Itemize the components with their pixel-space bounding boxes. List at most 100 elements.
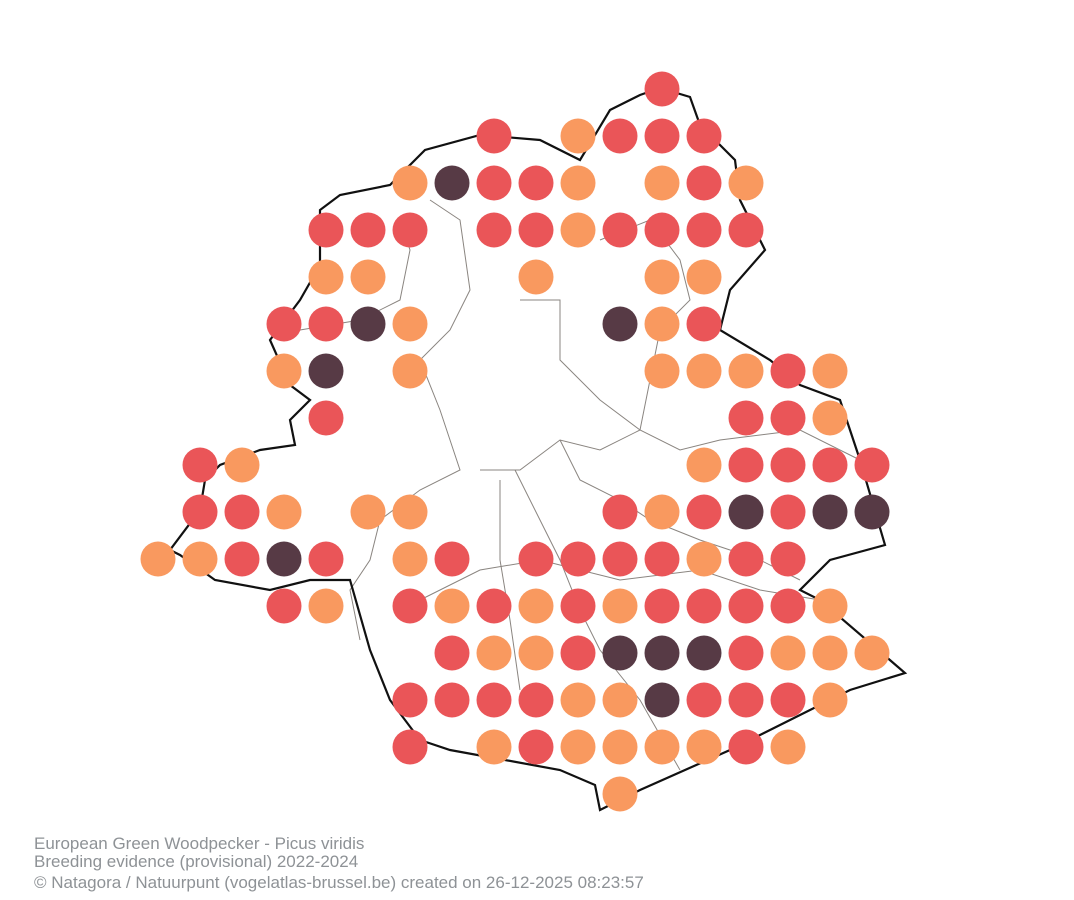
dot-red <box>812 447 848 483</box>
dot-red <box>266 306 302 342</box>
dot-orange <box>728 353 764 389</box>
dot-red <box>686 118 722 154</box>
dot-orange <box>560 729 596 765</box>
dot-orange <box>392 541 428 577</box>
dot-orange <box>686 353 722 389</box>
dot-dark <box>728 494 764 530</box>
map-subtitle: Breeding evidence (provisional) 2022-202… <box>34 852 359 871</box>
dot-red <box>770 400 806 436</box>
dot-dark <box>602 635 638 671</box>
dot-orange <box>812 635 848 671</box>
dot-red <box>728 447 764 483</box>
dot-orange <box>140 541 176 577</box>
dot-red <box>476 682 512 718</box>
dot-orange <box>686 259 722 295</box>
dot-red <box>518 682 554 718</box>
dot-red <box>476 165 512 201</box>
dot-red <box>728 682 764 718</box>
dot-red <box>854 447 890 483</box>
dot-red <box>770 494 806 530</box>
dot-orange <box>602 682 638 718</box>
dot-orange <box>728 165 764 201</box>
dot-red <box>224 494 260 530</box>
dot-red <box>392 588 428 624</box>
dot-red <box>476 588 512 624</box>
dot-red <box>770 682 806 718</box>
dot-orange <box>308 259 344 295</box>
dot-red <box>392 729 428 765</box>
dot-orange <box>392 353 428 389</box>
dot-red <box>686 494 722 530</box>
dot-red <box>308 212 344 248</box>
dot-orange <box>434 588 470 624</box>
dot-red <box>686 682 722 718</box>
dot-orange <box>518 635 554 671</box>
dot-red <box>518 541 554 577</box>
breeding-dots <box>140 71 890 812</box>
dot-orange <box>266 353 302 389</box>
dot-red <box>308 306 344 342</box>
dot-dark <box>644 635 680 671</box>
dot-orange <box>602 588 638 624</box>
dot-orange <box>644 729 680 765</box>
dot-red <box>182 494 218 530</box>
dot-red <box>686 165 722 201</box>
dot-orange <box>350 494 386 530</box>
dot-orange <box>770 635 806 671</box>
dot-red <box>308 541 344 577</box>
dot-red <box>350 212 386 248</box>
dot-red <box>770 447 806 483</box>
dot-dark <box>686 635 722 671</box>
dot-orange <box>602 776 638 812</box>
dot-red <box>728 212 764 248</box>
dot-red <box>308 400 344 436</box>
dot-red <box>686 588 722 624</box>
dot-red <box>392 682 428 718</box>
dot-orange <box>644 494 680 530</box>
dot-red <box>686 212 722 248</box>
dot-red <box>560 588 596 624</box>
dot-orange <box>560 682 596 718</box>
dot-orange <box>392 165 428 201</box>
dot-red <box>644 588 680 624</box>
dot-red <box>728 635 764 671</box>
dot-red <box>644 71 680 107</box>
dot-dark <box>434 165 470 201</box>
dot-orange <box>182 541 218 577</box>
dot-dark <box>854 494 890 530</box>
dot-red <box>266 588 302 624</box>
dot-dark <box>812 494 848 530</box>
dot-orange <box>812 400 848 436</box>
dot-orange <box>476 635 512 671</box>
dot-red <box>518 165 554 201</box>
dot-orange <box>518 259 554 295</box>
dot-dark <box>350 306 386 342</box>
dot-red <box>224 541 260 577</box>
dot-red <box>644 541 680 577</box>
dot-red <box>728 729 764 765</box>
dot-red <box>434 682 470 718</box>
dot-dark <box>266 541 302 577</box>
dot-orange <box>350 259 386 295</box>
dot-orange <box>560 212 596 248</box>
dot-red <box>728 400 764 436</box>
dot-orange <box>266 494 302 530</box>
dot-red <box>644 118 680 154</box>
dot-orange <box>224 447 260 483</box>
dot-orange <box>686 447 722 483</box>
dot-orange <box>854 635 890 671</box>
dot-red <box>644 212 680 248</box>
dot-red <box>434 635 470 671</box>
dot-red <box>728 541 764 577</box>
dot-red <box>728 588 764 624</box>
dot-orange <box>644 165 680 201</box>
map-title: European Green Woodpecker - Picus viridi… <box>34 834 365 853</box>
dot-orange <box>560 165 596 201</box>
dot-orange <box>770 729 806 765</box>
dot-red <box>686 306 722 342</box>
dot-orange <box>392 494 428 530</box>
dot-red <box>518 212 554 248</box>
dot-orange <box>812 353 848 389</box>
dot-red <box>560 635 596 671</box>
dot-red <box>434 541 470 577</box>
